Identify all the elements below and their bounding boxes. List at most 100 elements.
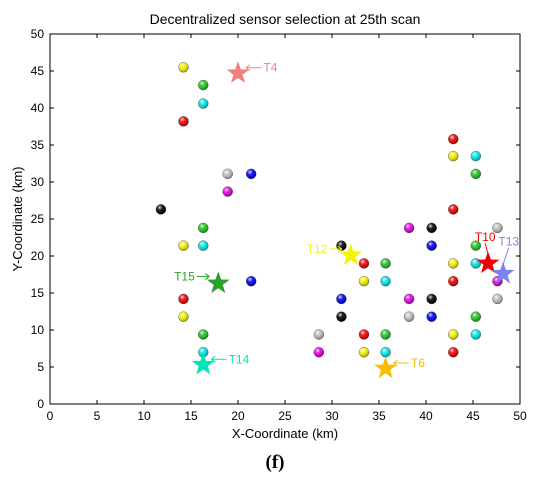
target-label: T14 (229, 352, 250, 366)
sensor-point (403, 293, 415, 305)
sensor-highlight (380, 276, 391, 287)
sensor-highlight (426, 293, 437, 304)
sensor-highlight (448, 347, 459, 358)
y-tick-label: 45 (31, 64, 45, 78)
sensor-point (198, 329, 209, 340)
sensor-point (426, 240, 437, 251)
target-star (491, 261, 515, 284)
sensor-point (448, 133, 459, 145)
x-tick-label: 10 (137, 409, 151, 423)
sensor-point (198, 222, 209, 234)
sensor-point (426, 293, 437, 305)
sensor-point (426, 222, 437, 234)
sensor-highlight (470, 168, 481, 179)
sensor-point (426, 311, 437, 322)
sensor-point (198, 347, 209, 358)
sensor-point (358, 329, 370, 340)
sensor-point (380, 275, 391, 287)
sensor-highlight (313, 347, 324, 358)
target-label: T15 (174, 269, 195, 283)
sensor-point (492, 293, 503, 305)
y-tick-label: 40 (31, 101, 45, 115)
x-tick-label: 50 (513, 409, 527, 423)
sensor-point (198, 79, 209, 91)
sensor-point (403, 311, 415, 322)
sensor-point (448, 347, 459, 358)
sensor-highlight (198, 98, 209, 109)
sensor-point (336, 311, 347, 322)
x-axis-label: X-Coordinate (km) (232, 426, 338, 441)
sensor-highlight (178, 240, 189, 251)
y-axis-label: Y-Coordinate (km) (10, 166, 25, 271)
sensor-point (155, 204, 167, 215)
sensor-point (448, 329, 459, 340)
y-tick-label: 15 (31, 286, 45, 300)
target-arrowhead (393, 359, 398, 367)
x-tick-label: 40 (419, 409, 433, 423)
target-arrowhead (204, 273, 210, 280)
sensor-point (380, 347, 391, 358)
x-tick-label: 0 (47, 409, 54, 423)
sensor-highlight (426, 222, 437, 233)
sensor-point (448, 204, 459, 215)
sensor-point (470, 240, 482, 251)
sensor-point (403, 222, 415, 234)
target-arrow (484, 243, 489, 255)
sensor-point (336, 293, 347, 305)
sensor-highlight (198, 80, 209, 91)
sensor-point (470, 168, 482, 180)
y-tick-label: 25 (31, 212, 45, 226)
sensor-point (178, 240, 189, 251)
target-arrow (502, 247, 510, 265)
y-tick-label: 50 (31, 27, 45, 41)
sensor-highlight (313, 329, 324, 340)
sensor-point (380, 329, 391, 340)
sensor-point (198, 98, 209, 109)
sensor-highlight (198, 329, 209, 340)
sensor-highlight (470, 311, 481, 322)
target-label: T6 (411, 356, 425, 370)
target-arrowhead (245, 64, 251, 72)
sensor-highlight (380, 347, 391, 358)
sensor-point (470, 329, 482, 340)
sensor-point (178, 311, 189, 322)
target-star (206, 271, 230, 294)
x-tick-label: 35 (372, 409, 386, 423)
sensor-highlight (358, 347, 369, 358)
y-tick-label: 0 (37, 397, 44, 411)
x-tick-label: 20 (231, 409, 245, 423)
sensor-point (222, 168, 233, 180)
target-label: T4 (263, 61, 277, 75)
sensor-point (358, 258, 370, 269)
sensor-highlight (404, 222, 415, 233)
sensor-highlight (358, 258, 369, 269)
sensor-highlight (470, 329, 481, 340)
target-label: T10 (475, 230, 496, 244)
target-star (476, 251, 500, 274)
sensor-point (245, 275, 257, 287)
sensor-highlight (404, 311, 415, 322)
sensor-highlight (448, 204, 459, 215)
target-star (226, 61, 250, 83)
chart-title: Decentralized sensor selection at 25th s… (150, 11, 421, 27)
sensor-highlight (492, 293, 503, 304)
sensor-point (380, 258, 391, 269)
sensor-highlight (448, 134, 459, 145)
target-markers: T4 T15 T14 T12 T6 T10 T13 (174, 61, 519, 379)
sensor-point (448, 275, 459, 287)
x-tick-label: 25 (278, 409, 292, 423)
target-t14: T14 (191, 352, 250, 375)
sensor-point (448, 150, 459, 162)
y-tick-label: 10 (31, 323, 45, 337)
sensor-highlight (470, 240, 481, 251)
x-tick-label: 45 (466, 409, 480, 423)
sensor-highlight (222, 186, 233, 197)
target-t12: T12 (307, 242, 363, 265)
sensor-highlight (426, 311, 437, 322)
sensor-highlight (380, 329, 391, 340)
sensor-highlight (178, 311, 189, 322)
sensor-highlight (155, 204, 166, 215)
sensor-highlight (336, 240, 347, 251)
target-star (339, 243, 363, 265)
